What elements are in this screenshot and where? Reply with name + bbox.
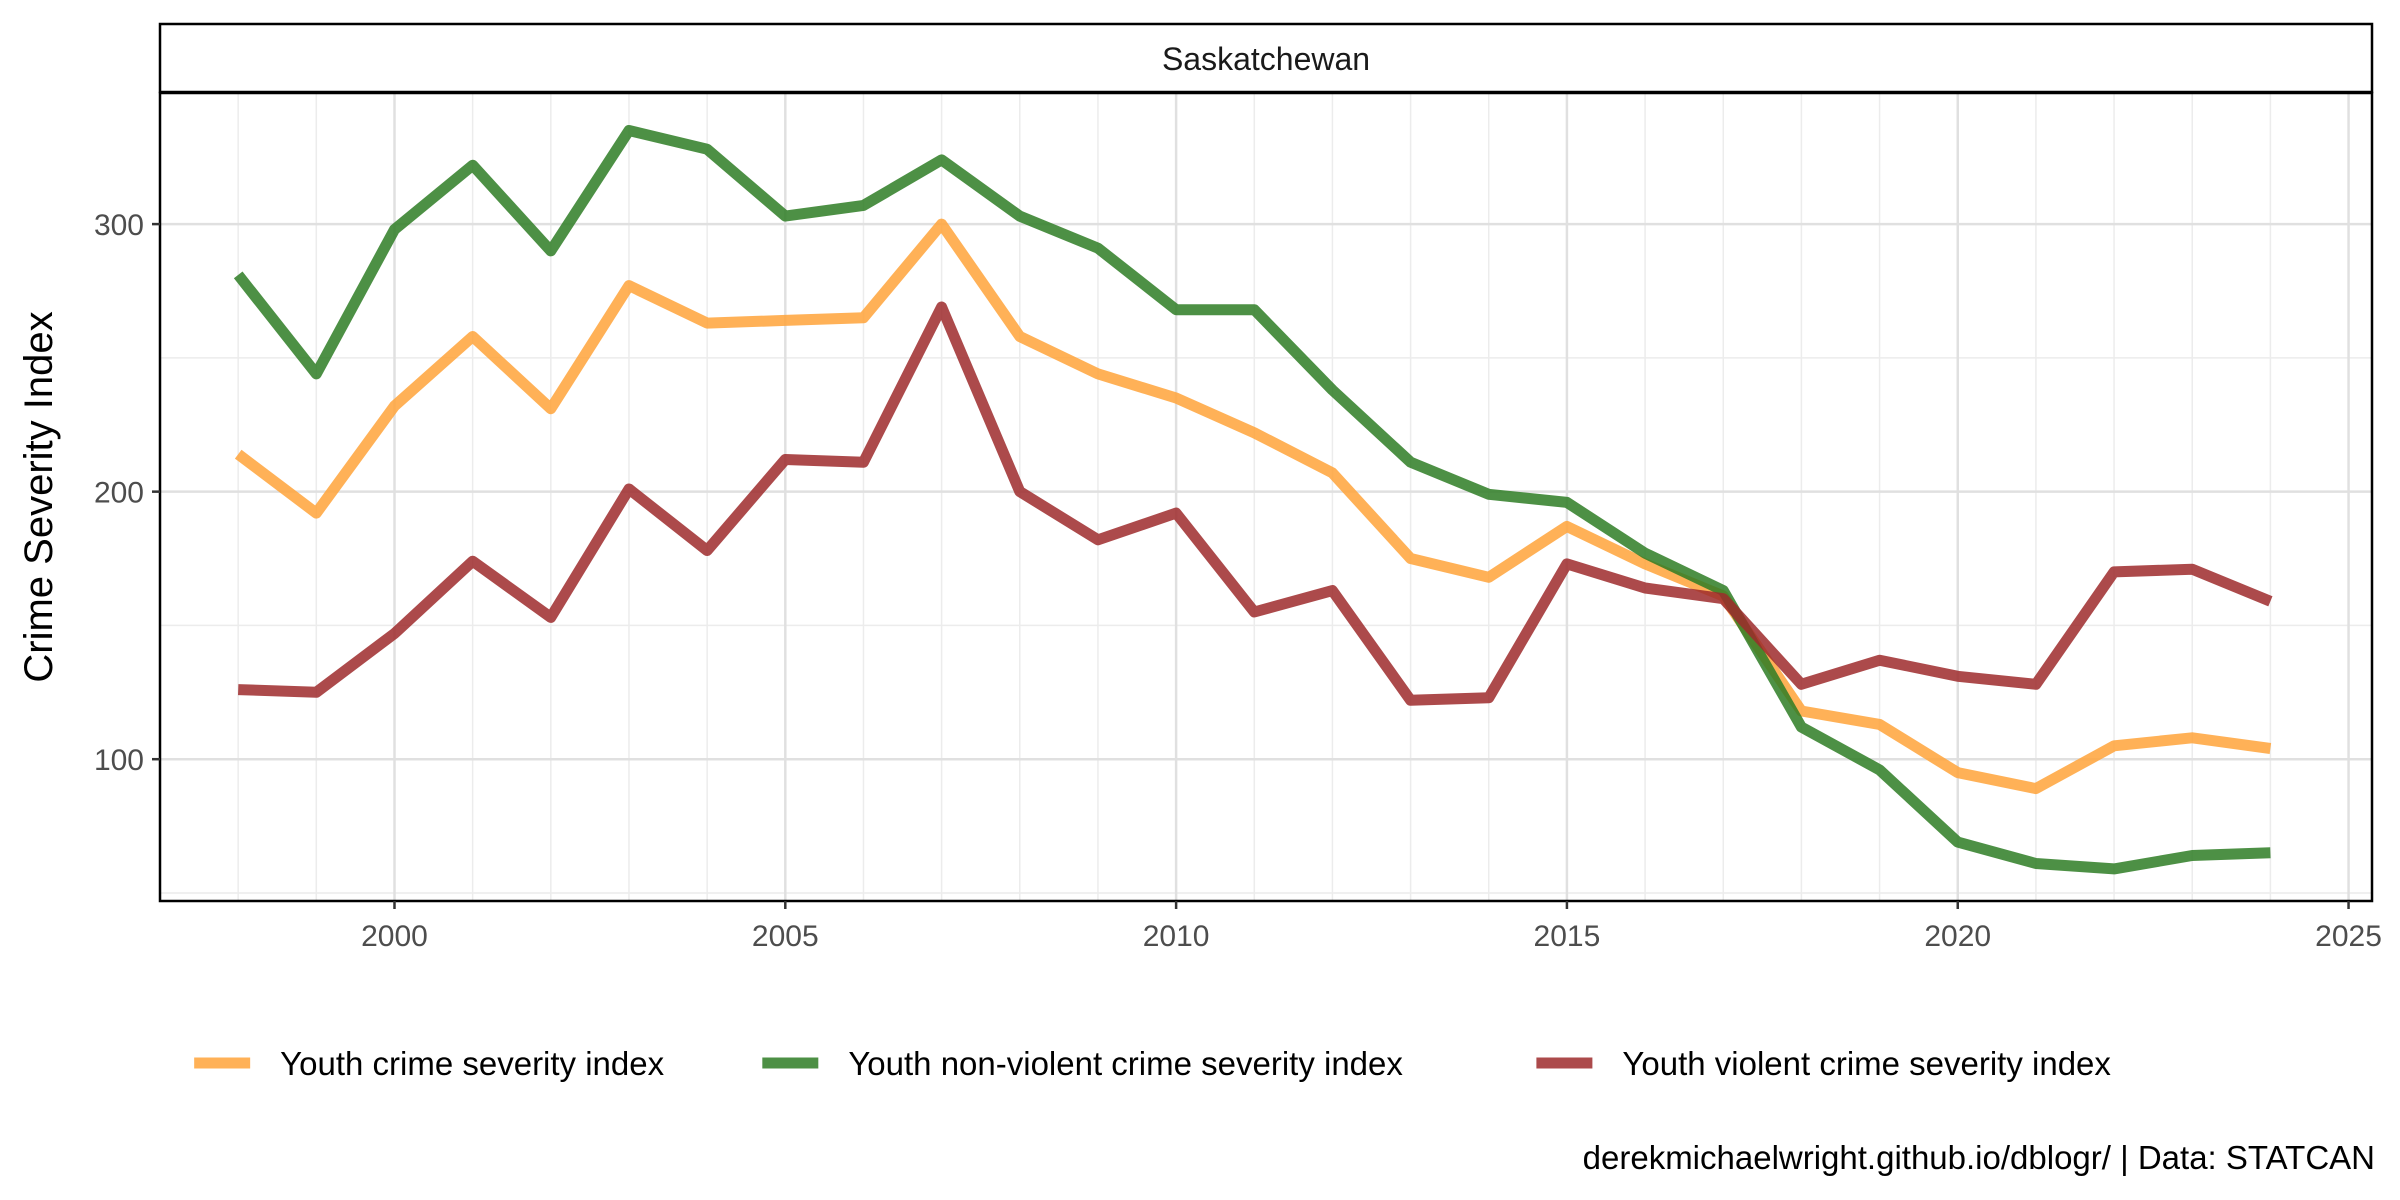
x-tick-label: 2000	[361, 920, 428, 953]
panel-background	[160, 93, 2372, 901]
facet-strip-label: Saskatchewan	[1162, 41, 1370, 77]
y-axis-title: Crime Severity Index	[17, 311, 61, 682]
legend-label: Youth non-violent crime severity index	[848, 1045, 1403, 1082]
legend-label: Youth crime severity index	[280, 1045, 664, 1082]
x-axis: 2000 2005 2010 2015 2020 2025	[361, 901, 2382, 953]
series-line-2	[233, 125, 2271, 875]
legend-item-1: Youth crime severity index	[194, 1045, 665, 1082]
x-tick-label: 2005	[752, 920, 819, 953]
x-tick-label: 2020	[1924, 920, 1991, 953]
minor-gridlines	[159, 93, 2372, 901]
x-tick-label: 2025	[2315, 920, 2382, 953]
legend: Youth crime severity index Youth non-viol…	[194, 1045, 2111, 1082]
plot-panel	[158, 91, 2374, 903]
legend-item-3: Youth violent crime severity index	[1536, 1045, 2111, 1082]
legend-item-2: Youth non-violent crime severity index	[762, 1045, 1403, 1082]
caption: derekmichaelwright.github.io/dblogr/ | D…	[1583, 1139, 2375, 1176]
series-lines	[233, 125, 2273, 875]
y-tick-label: 100	[94, 744, 144, 777]
y-tick-label: 200	[94, 477, 144, 510]
y-axis: 100 200 300	[94, 209, 160, 777]
series-line-1	[234, 218, 2272, 795]
x-tick-label: 2010	[1143, 920, 1210, 953]
legend-label: Youth violent crime severity index	[1622, 1045, 2111, 1082]
y-tick-label: 300	[94, 209, 144, 242]
x-tick-label: 2015	[1534, 920, 1601, 953]
panel-border	[158, 91, 2374, 903]
facet-strip: Saskatchewan	[158, 22, 2374, 94]
facet-strip-box	[158, 22, 2374, 94]
series-line-3	[238, 301, 2273, 706]
